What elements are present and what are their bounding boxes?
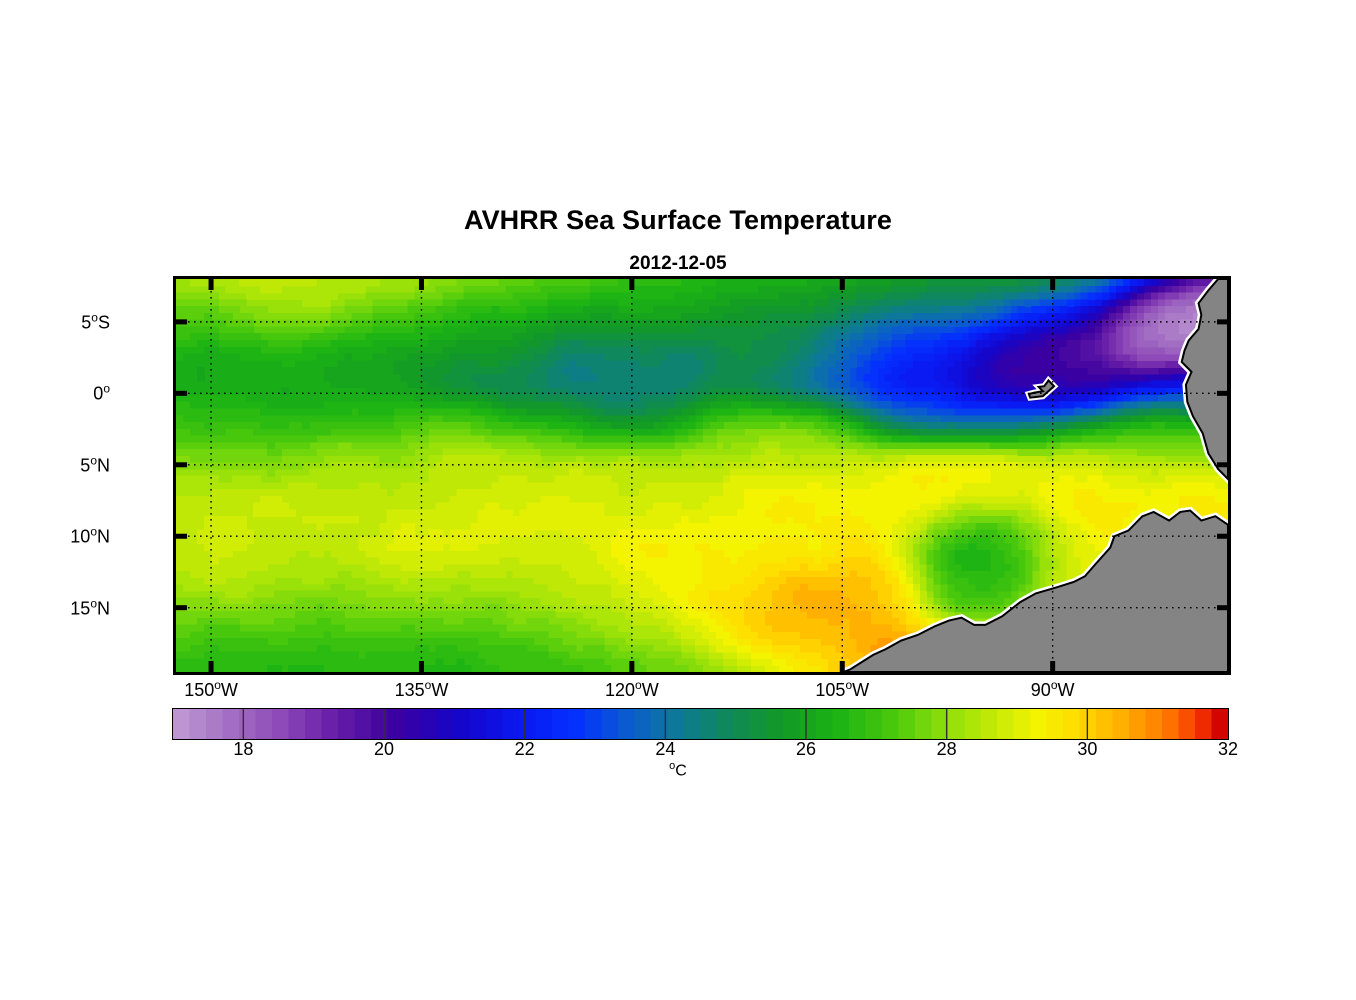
xtick-label: 135oW <box>394 678 449 700</box>
colorbar-gradient[interactable] <box>173 709 1228 739</box>
xtick-label: 150oW <box>184 678 238 700</box>
page-title: AVHRR Sea Surface Temperature <box>463 205 893 235</box>
colorbar-tick-label: 32 <box>1217 739 1239 759</box>
map-axes[interactable] <box>173 276 1231 675</box>
colorbar-tick-label: 30 <box>1077 739 1098 759</box>
xtick-label: 120oW <box>604 678 659 700</box>
colorbar[interactable] <box>172 708 1229 740</box>
land-mass <box>842 279 1228 672</box>
colorbar-tick-label: 24 <box>655 739 676 759</box>
colorbar-tick-label: 20 <box>373 739 395 759</box>
colorbar-tick-label: 22 <box>514 739 535 759</box>
figure-subtitle: 2012-12-05 <box>629 253 727 274</box>
sst-heatmap[interactable] <box>176 279 1228 672</box>
gridlines <box>176 279 1228 672</box>
ytick-label: 0o <box>93 381 110 404</box>
xtick-label: 90oW <box>1030 678 1075 700</box>
ytick-label: 10oN <box>70 524 110 547</box>
colorbar-unit-label: oC <box>669 760 687 780</box>
land-polygon <box>843 509 1228 672</box>
axis-ticks <box>176 279 1228 672</box>
colorbar-tick-label: 26 <box>795 739 817 759</box>
xtick-label: 105oW <box>815 678 870 700</box>
ytick-label: 15oN <box>70 596 110 619</box>
ytick-label: 5oN <box>80 453 110 476</box>
colorbar-tick-label: 18 <box>233 739 254 759</box>
land-polygon <box>1180 279 1228 481</box>
colorbar-tick-label: 28 <box>936 739 957 759</box>
ytick-label: 5oS <box>81 310 110 333</box>
